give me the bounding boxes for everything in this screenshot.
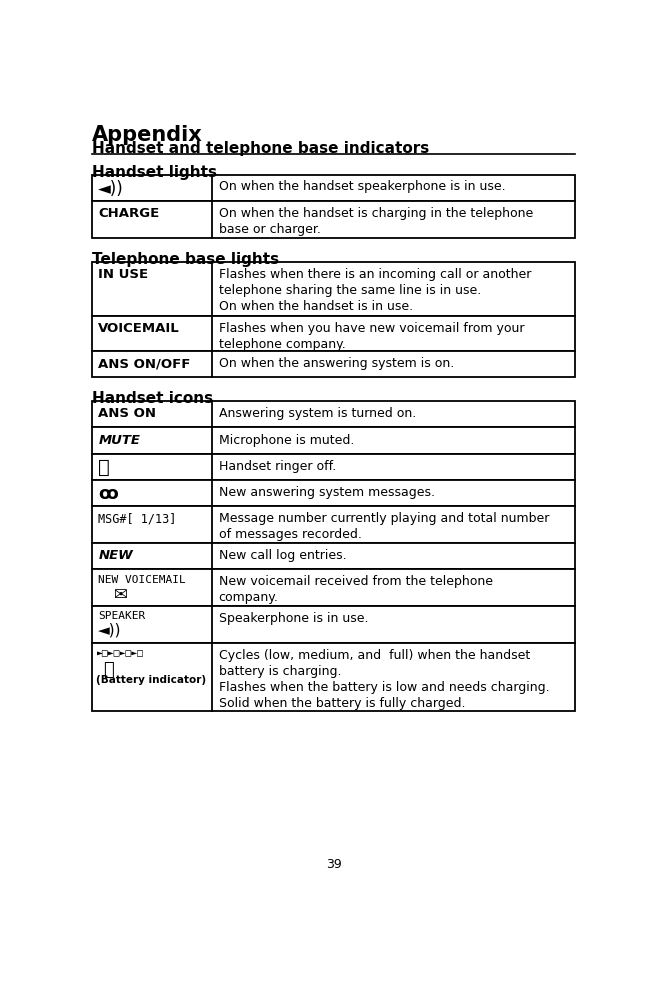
Text: On when the handset is charging in the telephone
base or charger.: On when the handset is charging in the t… (219, 208, 533, 236)
Text: Answering system is turned on.: Answering system is turned on. (219, 407, 416, 420)
Text: On when the handset speakerphone is in use.: On when the handset speakerphone is in u… (219, 180, 505, 193)
Text: ►□►□►□►□: ►□►□►□►□ (97, 649, 144, 659)
Bar (92, 569, 575, 606)
Text: On when the answering system is on.: On when the answering system is on. (219, 357, 454, 370)
Text: CHARGE: CHARGE (98, 208, 159, 221)
Bar (92, 427, 575, 454)
Text: Handset lights: Handset lights (92, 165, 217, 180)
Text: Appendix: Appendix (92, 125, 203, 144)
Text: New answering system messages.: New answering system messages. (219, 486, 435, 499)
Text: Telephone base lights: Telephone base lights (92, 252, 279, 267)
Text: Handset ringer off.: Handset ringer off. (219, 460, 336, 473)
Bar (92, 506, 575, 543)
Text: ◄)): ◄)) (98, 622, 122, 637)
Text: ✉: ✉ (114, 586, 128, 604)
Text: MSG#[ 1/13]: MSG#[ 1/13] (98, 512, 177, 525)
Bar (92, 201, 575, 238)
Text: New call log entries.: New call log entries. (219, 549, 346, 562)
Text: Flashes when there is an incoming call or another
telephone sharing the same lin: Flashes when there is an incoming call o… (219, 268, 531, 314)
Text: VOICEMAIL: VOICEMAIL (98, 322, 180, 335)
Text: MUTE: MUTE (98, 433, 141, 447)
Text: 🔕: 🔕 (98, 458, 110, 478)
Bar (92, 454, 575, 480)
Text: Cycles (low, medium, and  full) when the handset
battery is charging.
Flashes wh: Cycles (low, medium, and full) when the … (219, 649, 549, 710)
Text: Speakerphone is in use.: Speakerphone is in use. (219, 612, 368, 625)
Text: New voicemail received from the telephone
company.: New voicemail received from the telephon… (219, 576, 493, 604)
Bar (92, 351, 575, 378)
Text: Handset icons: Handset icons (92, 392, 214, 406)
Text: Microphone is muted.: Microphone is muted. (219, 433, 354, 447)
Text: ꝏ: ꝏ (98, 486, 118, 503)
Bar (92, 315, 575, 351)
Text: ◄)): ◄)) (98, 180, 124, 198)
Text: 39: 39 (326, 858, 342, 871)
Text: ANS ON: ANS ON (98, 407, 156, 420)
Text: ANS ON/OFF: ANS ON/OFF (98, 357, 191, 370)
Text: (Battery indicator): (Battery indicator) (96, 675, 206, 685)
Text: NEW VOICEMAIL: NEW VOICEMAIL (98, 575, 186, 584)
Bar (92, 643, 575, 711)
Text: 🔋: 🔋 (103, 661, 114, 678)
Text: NEW: NEW (98, 549, 133, 562)
Text: Message number currently playing and total number
of messages recorded.: Message number currently playing and tot… (219, 512, 549, 541)
Text: IN USE: IN USE (98, 268, 148, 281)
Text: Handset and telephone base indicators: Handset and telephone base indicators (92, 141, 430, 156)
Bar (92, 480, 575, 506)
Bar (92, 262, 575, 315)
Text: SPEAKER: SPEAKER (98, 611, 146, 621)
Bar (92, 402, 575, 427)
Bar (92, 175, 575, 201)
Text: Flashes when you have new voicemail from your
telephone company.: Flashes when you have new voicemail from… (219, 322, 524, 351)
Bar (92, 606, 575, 643)
Bar (92, 543, 575, 569)
